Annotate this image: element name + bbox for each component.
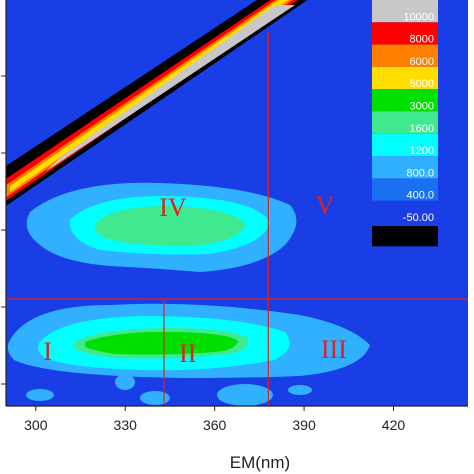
legend-swatch-1600 [372,111,438,134]
region-dividers [6,32,468,406]
legend-label: 800.0 [406,167,434,179]
x-tick-label-390: 390 [292,417,316,433]
region-label-iii: III [321,335,347,364]
legend-swatch-800.0 [372,156,438,179]
legend-label: 5000 [410,78,434,90]
blob-5 [26,389,54,401]
legend-label: 400.0 [406,190,434,202]
peak-ii-level-3000 [85,331,238,355]
legend-swatch-6000 [372,44,438,67]
x-tick-label-360: 360 [203,417,227,433]
region-label-ii: II [179,339,196,368]
legend-swatch--50.00 [372,200,438,223]
x-tick-label-420: 420 [382,417,406,433]
peak-i-ii [7,303,370,378]
x-tick-label-330: 330 [114,417,138,433]
legend-label: 1600 [410,123,434,135]
legend-label: 6000 [410,56,434,68]
legend-label: 8000 [410,34,434,46]
legend-swatch-lowest [372,226,438,247]
legend-swatch-1200 [372,133,438,157]
region-label-iv: IV [159,193,187,222]
band-level-black [6,0,308,206]
blob-4 [140,391,170,405]
peak-iv-level-1600 [94,206,245,246]
legend-swatch-10000 [372,0,438,23]
band-level-gray [45,5,295,172]
region-label-v: V [316,191,335,220]
minor-blobs [26,333,352,406]
legend-label: 1200 [410,145,434,157]
scatter-band [6,0,308,206]
region-label-i: I [43,337,52,366]
peak-iv [26,182,297,272]
legend-swatch-400.0 [372,178,438,201]
legend: 10000 8000 6000 5000 3000 1600 1200 800.0 400.0 -… [372,0,438,247]
x-tick-label-300: 300 [24,417,48,433]
legend-label: 10000 [403,11,434,23]
x-axis-title: EM(nm) [230,453,290,472]
blob-6 [288,385,312,395]
legend-swatch-8000 [372,22,438,45]
x-ticks: 300 330 360 390 420 [24,406,405,433]
blob-3 [115,374,135,390]
blob-2 [217,384,273,406]
blob-1 [308,333,352,357]
legend-label: 3000 [410,101,434,113]
legend-label: -50.00 [403,212,434,224]
legend-swatch-5000 [372,66,438,90]
legend-swatch-3000 [372,89,438,112]
